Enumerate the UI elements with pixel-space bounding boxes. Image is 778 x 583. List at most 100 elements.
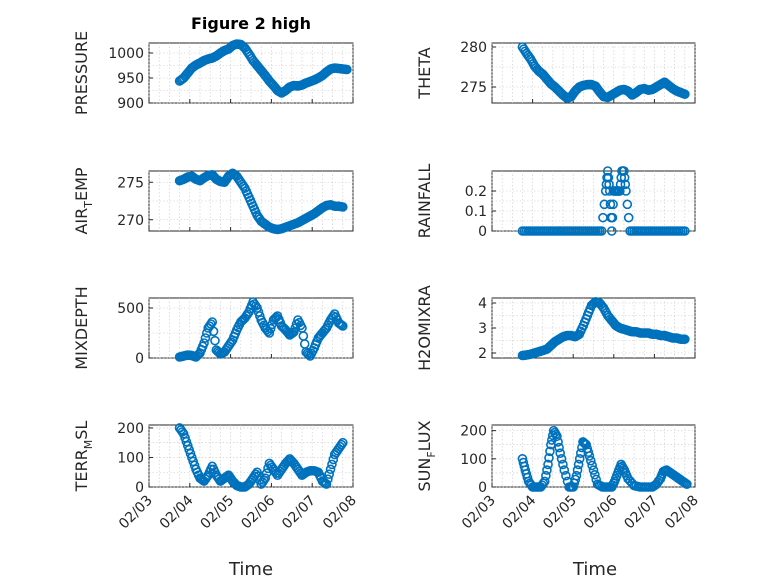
x-tick-label: 02/06 (581, 492, 621, 532)
data-point (596, 226, 607, 236)
y-tick-label: 0.2 (465, 184, 487, 200)
data-point (553, 437, 563, 447)
y-tick-label: 3 (478, 321, 487, 337)
data-point (603, 172, 614, 183)
data-point (571, 470, 582, 481)
data-point (336, 439, 347, 450)
data-point (541, 470, 551, 481)
data-point (260, 473, 271, 483)
data-point (226, 337, 237, 347)
data-point (584, 451, 595, 461)
data-point (544, 453, 554, 463)
data-point (323, 474, 333, 484)
data-point (680, 89, 690, 99)
data-point (615, 186, 625, 196)
data-point (337, 321, 348, 331)
y-axis-label: PRESSURE (72, 31, 91, 115)
data-point (605, 199, 616, 210)
y-axis-label: TERRMSL (72, 421, 95, 493)
data-point (606, 226, 617, 236)
data-point (287, 328, 298, 338)
data-point (226, 169, 237, 180)
data-point (202, 472, 212, 482)
data-point (242, 309, 253, 319)
chart-panel-top-right: 275 280 THETA (415, 40, 696, 104)
y-axis-label: MIXDEPTH (72, 286, 91, 369)
data-point (572, 465, 583, 475)
figure-title: Figure 2 high (191, 14, 311, 33)
data-point (680, 226, 690, 236)
data-point (302, 348, 313, 359)
data-point (622, 199, 633, 210)
data-point (607, 212, 618, 223)
y-tick-label: 4 (478, 296, 487, 312)
chart-panel-row2-left: 270 275 AIRTEMP (72, 167, 354, 235)
data-point (200, 333, 211, 343)
x-tick-label: 02/05 (198, 493, 238, 533)
data-point (590, 469, 600, 480)
data-point (177, 427, 188, 437)
y-axis-label: RAINFALL (415, 164, 434, 239)
x-axis-label-right: Time (572, 559, 617, 580)
y-tick-label: 100 (460, 452, 487, 468)
y-tick-label: 950 (117, 71, 144, 87)
y-axis-label: H2OMIXRA (415, 285, 434, 371)
data-point (199, 338, 209, 348)
y-tick-label: 100 (117, 450, 144, 466)
data-point (621, 186, 631, 196)
chart-panel-row3-right: 2 3 4 H2OMIXRA (415, 285, 696, 371)
data-point (587, 460, 597, 471)
chart-panel-row3-left: 0 500 MIXDEPTH (72, 286, 354, 370)
y-tick-label: 1000 (108, 46, 144, 62)
data-point (585, 455, 596, 466)
data-point (602, 166, 613, 176)
chart-panel-bottom-left: 0 100 200 02/03 02/04 02/05 02/06 02/07 02/08 TER… (72, 421, 360, 533)
data-point (542, 465, 552, 475)
data-point (615, 179, 626, 190)
y-tick-label: 0 (478, 480, 487, 496)
y-axis-label: AIRTEMP (72, 167, 95, 234)
data-point (559, 465, 570, 475)
data-point (543, 459, 553, 470)
data-point (336, 320, 347, 330)
x-axis-label-left: Time (228, 559, 273, 580)
y-tick-label: 275 (460, 80, 487, 96)
y-tick-label: 0.1 (465, 204, 487, 220)
data-point (238, 181, 249, 192)
y-tick-label: 900 (117, 96, 144, 112)
x-tick-label: 02/03 (116, 493, 156, 533)
data-point (210, 335, 220, 346)
x-tick-label: 02/04 (500, 492, 540, 532)
y-axis-label: SUNFLUX (415, 420, 438, 491)
y-tick-label: 0 (478, 224, 487, 240)
x-tick-label: 02/04 (157, 492, 197, 532)
y-tick-label: 200 (460, 424, 487, 440)
x-tick-label: 02/07 (621, 493, 661, 533)
data-point (552, 431, 562, 442)
y-tick-label: 200 (117, 421, 144, 437)
data-point (265, 323, 276, 334)
data-point (558, 459, 568, 470)
data-point (556, 454, 567, 464)
data-point (207, 317, 218, 327)
data-point (337, 202, 348, 212)
y-tick-label: 270 (117, 213, 144, 229)
data-point (325, 464, 336, 475)
data-point (554, 442, 564, 453)
data-point (327, 459, 337, 470)
y-tick-label: 2 (478, 346, 487, 362)
x-tick-label: 02/06 (238, 492, 278, 532)
data-point (620, 179, 631, 190)
data-point (588, 465, 599, 475)
data-point (580, 438, 590, 449)
data-point (321, 479, 332, 489)
y-tick-label: 0 (135, 351, 144, 367)
data-point (263, 326, 273, 337)
y-axis-label: THETA (415, 47, 434, 99)
y-tick-label: 280 (460, 40, 487, 56)
data-point (619, 166, 629, 176)
x-tick-label: 02/05 (540, 493, 580, 533)
chart-panel-row2-right: 0 0.1 0.2 RAINFALL (415, 164, 696, 240)
x-tick-label: 02/08 (662, 493, 702, 533)
